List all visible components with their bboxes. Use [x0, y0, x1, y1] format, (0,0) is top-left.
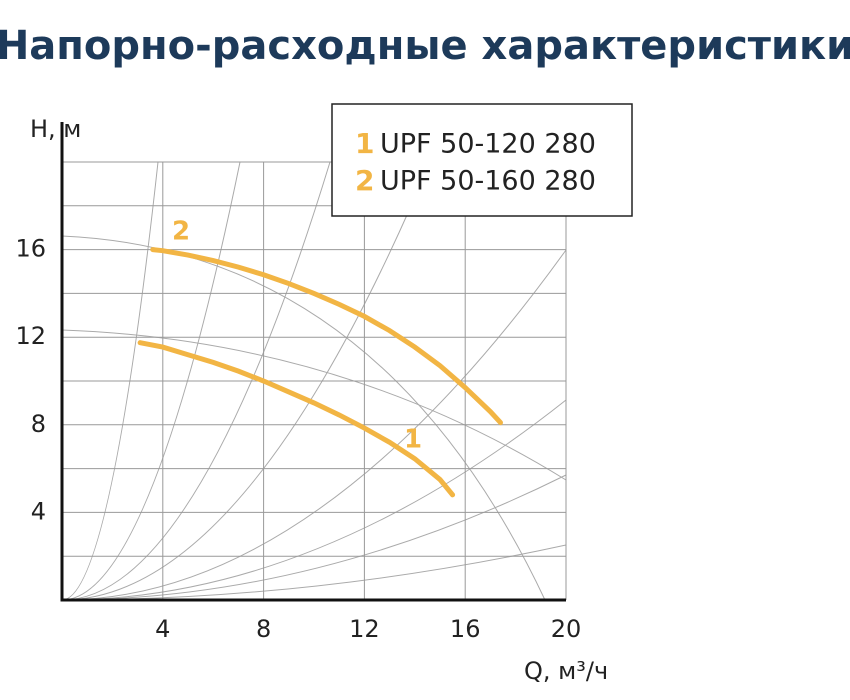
x-tick-label: 16	[450, 615, 481, 643]
legend-number: 2	[355, 164, 374, 197]
x-axis-label: Q, м³/ч	[524, 657, 608, 685]
x-tick-label: 4	[155, 615, 170, 643]
chart-title: Напорно-расходные характеристики	[0, 23, 850, 69]
y-tick-label: 8	[31, 410, 46, 438]
x-tick-label: 12	[349, 615, 380, 643]
pump-curve	[150, 247, 503, 426]
curve-label: 1	[404, 425, 422, 455]
legend-label: UPF 50-120 280	[380, 129, 596, 160]
y-axis-label: H, м	[30, 115, 81, 143]
y-tick-label: 4	[31, 497, 46, 525]
y-tick-label: 16	[15, 235, 46, 263]
x-tick-label: 20	[551, 615, 582, 643]
pump-curve	[137, 340, 456, 498]
legend-box	[331, 103, 633, 217]
y-tick-label: 12	[15, 322, 46, 350]
x-tick-label: 8	[256, 615, 271, 643]
legend-label: UPF 50-160 280	[380, 166, 596, 197]
legend-number: 1	[355, 127, 374, 160]
curve-label: 2	[172, 217, 190, 247]
